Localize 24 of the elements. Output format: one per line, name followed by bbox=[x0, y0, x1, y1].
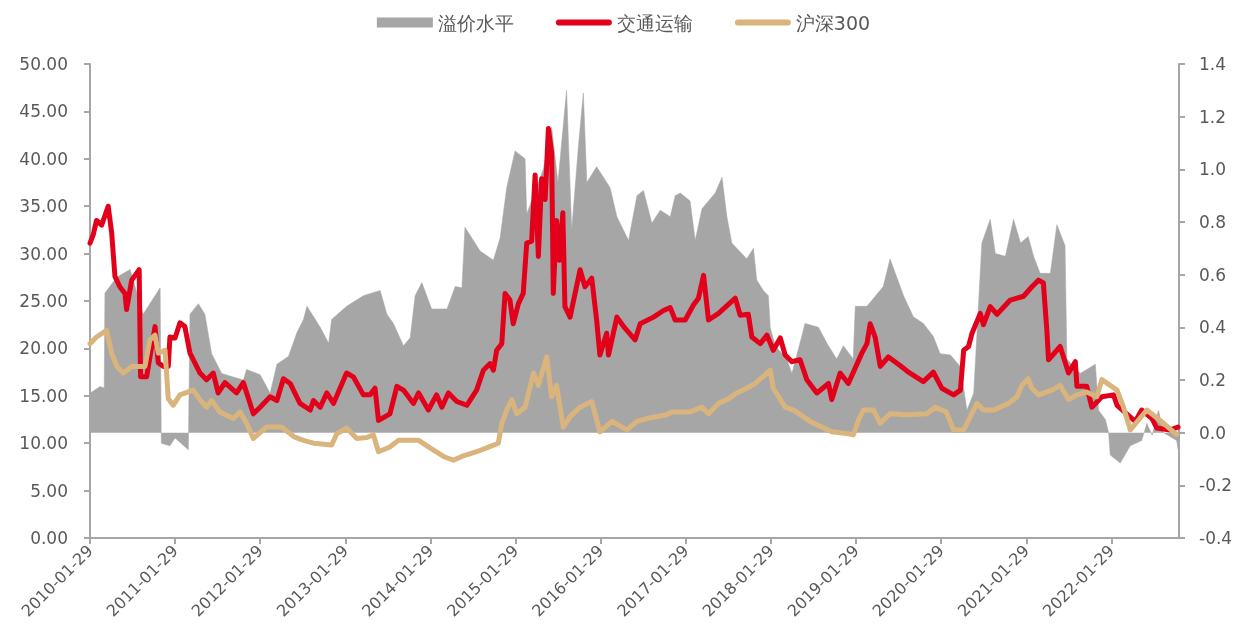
y-tick-label: 35.00 bbox=[19, 196, 68, 217]
y2-tick-label: 0.8 bbox=[1199, 212, 1227, 232]
y2-tick-label: -0.2 bbox=[1199, 475, 1233, 496]
y2-tick-label: 1.2 bbox=[1199, 106, 1227, 127]
y-tick-label: 0.00 bbox=[30, 528, 68, 548]
legend-label: 溢价水平 bbox=[437, 11, 514, 34]
y2-tick-label: 0.2 bbox=[1199, 370, 1227, 390]
y-tick-label: 15.00 bbox=[19, 385, 68, 406]
legend-label: 沪深300 bbox=[795, 11, 871, 34]
y2-tick-label: -0.4 bbox=[1199, 528, 1233, 548]
y2-tick-label: 1.4 bbox=[1199, 54, 1227, 74]
y-tick-label: 30.00 bbox=[19, 243, 68, 264]
y-tick-label: 50.00 bbox=[19, 54, 68, 74]
y-tick-label: 10.00 bbox=[19, 433, 68, 454]
y2-tick-label: 0.4 bbox=[1199, 317, 1227, 338]
legend-label: 交通运输 bbox=[616, 11, 693, 34]
y-tick-label: 20.00 bbox=[19, 338, 68, 359]
y2-tick-label: 1.0 bbox=[1199, 159, 1227, 180]
y-tick-label: 45.00 bbox=[19, 101, 68, 122]
y-tick-label: 40.00 bbox=[19, 148, 68, 169]
y2-tick-label: 0.0 bbox=[1199, 422, 1227, 443]
y-tick-label: 25.00 bbox=[19, 291, 68, 311]
y-tick-label: 5.00 bbox=[30, 480, 68, 501]
y2-tick-label: 0.6 bbox=[1199, 264, 1227, 285]
